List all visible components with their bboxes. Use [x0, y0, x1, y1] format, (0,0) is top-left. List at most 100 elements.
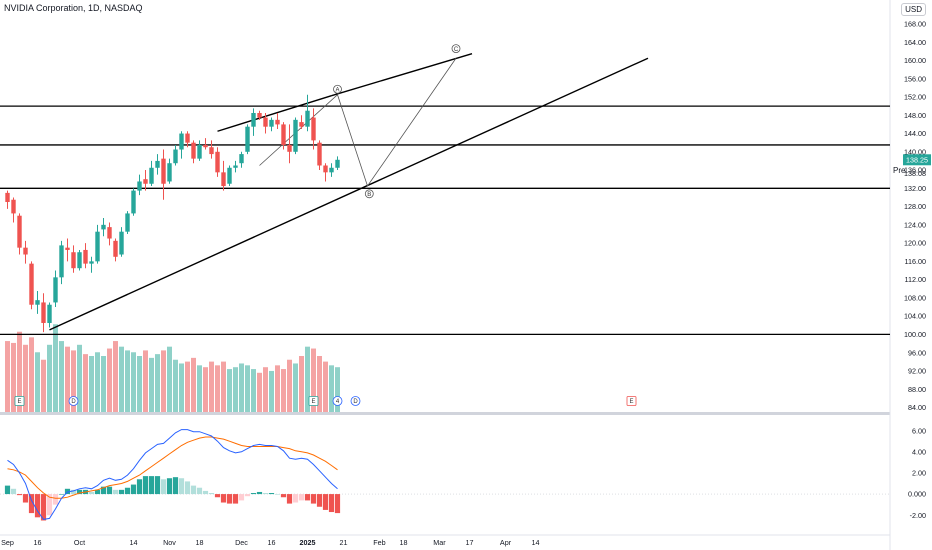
volume-bar: [59, 341, 64, 412]
event-marker-label: E: [629, 399, 633, 405]
volume-bar: [299, 356, 304, 412]
volume-bar: [113, 341, 118, 412]
macd-histogram-bar: [76, 489, 83, 495]
macd-histogram-bar: [16, 494, 23, 496]
candle-body: [65, 247, 70, 250]
macd-histogram-bar: [238, 494, 245, 501]
macd-histogram-bar: [142, 476, 149, 495]
wave-path: [259, 57, 457, 187]
volume-bar: [185, 361, 190, 412]
currency-button[interactable]: USD: [901, 3, 926, 16]
volume-bar: [323, 361, 328, 412]
event-marker-label: E: [17, 399, 21, 405]
macd-histogram-bar: [106, 486, 113, 495]
volume-bar: [95, 352, 100, 412]
date-tick-label: Mar: [433, 538, 446, 547]
volume-bar: [41, 359, 46, 412]
macd-histogram-bar: [34, 494, 41, 518]
macd-histogram-bar: [202, 490, 209, 495]
volume-bar: [89, 356, 94, 412]
price-tick-label: 104.00: [904, 312, 926, 321]
price-tick-label: 140.00: [904, 147, 926, 156]
volume-bar: [227, 369, 232, 412]
volume-bar: [23, 344, 28, 412]
volume-bar: [119, 346, 124, 412]
ticker-title: NVIDIA Corporation, 1D, NASDAQ: [4, 3, 143, 13]
macd-tick-label: 6.00: [912, 426, 926, 435]
candle-body: [173, 149, 178, 164]
macd-histogram-bar: [292, 494, 299, 503]
volume-bar: [317, 356, 322, 412]
candle-body: [233, 165, 238, 168]
candle-body: [95, 231, 100, 262]
macd-histogram-bar: [316, 494, 323, 507]
candle-body: [293, 119, 298, 152]
volume-bar: [161, 350, 166, 412]
volume-bar: [77, 344, 82, 412]
candle-body: [239, 154, 244, 164]
macd-signal-line: [7, 436, 338, 499]
macd-histogram-bar: [130, 484, 137, 495]
date-tick-label: 2025: [300, 538, 316, 547]
volume-bar: [257, 372, 262, 412]
candle-body: [11, 199, 16, 214]
date-tick-label: 16: [268, 538, 276, 547]
volume-bar: [191, 357, 196, 412]
candle-body: [41, 302, 46, 323]
candle-body: [143, 179, 148, 184]
price-tick-label: 132.00: [904, 184, 926, 193]
candle-body: [269, 119, 274, 127]
last-price-label: 138.25: [906, 155, 928, 164]
event-marker: [308, 396, 319, 406]
macd-histogram-bar: [178, 478, 185, 495]
upper-channel-line: [217, 94, 332, 132]
candle-body: [23, 247, 28, 255]
candle-body: [161, 158, 166, 184]
price-tick-label: 124.00: [904, 220, 926, 229]
candle-body: [137, 181, 142, 191]
wave-label-circle: [333, 84, 342, 94]
candle-body: [221, 172, 226, 187]
candle-body: [275, 119, 280, 125]
macd-histogram-bar: [214, 494, 221, 498]
date-tick-label: Feb: [373, 538, 385, 547]
date-tick-label: Apr: [500, 538, 512, 547]
volume-bar: [251, 369, 256, 412]
volume-bar: [329, 365, 334, 412]
wave-label: B: [367, 192, 371, 198]
volume-bar: [101, 356, 106, 412]
price-tick-label: 160.00: [904, 56, 926, 65]
macd-histogram-bar: [274, 494, 281, 495]
candle-body: [287, 144, 292, 152]
macd-histogram-bar: [52, 494, 59, 505]
price-tick-label: 128.00: [904, 202, 926, 211]
pre-price-label: 138.08: [904, 169, 926, 178]
wave-label: A: [335, 87, 339, 93]
date-tick-label: 16: [34, 538, 42, 547]
candle-body: [185, 133, 190, 143]
candle-body: [203, 144, 208, 148]
price-tick-label: 156.00: [904, 74, 926, 83]
macd-histogram-bar: [190, 485, 197, 495]
macd-histogram-bar: [70, 489, 77, 495]
volume-bar: [311, 348, 316, 412]
macd-histogram-bar: [244, 494, 251, 497]
volume-bar: [239, 363, 244, 412]
volume-bar: [167, 346, 172, 412]
volume-bar: [11, 342, 16, 412]
candle-body: [191, 142, 196, 159]
volume-bar: [83, 354, 88, 412]
macd-tick-label: 4.00: [912, 447, 926, 456]
volume-bar: [47, 344, 52, 412]
price-tick-label: 148.00: [904, 111, 926, 120]
candle-body: [263, 117, 268, 127]
price-tick-label: 164.00: [904, 38, 926, 47]
price-tick-label: 88.00: [908, 385, 926, 394]
macd-line: [7, 429, 338, 520]
candle-body: [227, 167, 232, 184]
macd-tick-label: 0.000: [908, 490, 926, 499]
event-marker-label: E: [311, 399, 315, 405]
price-tick-label: 84.00: [908, 403, 926, 412]
macd-histogram-bar: [124, 487, 131, 495]
